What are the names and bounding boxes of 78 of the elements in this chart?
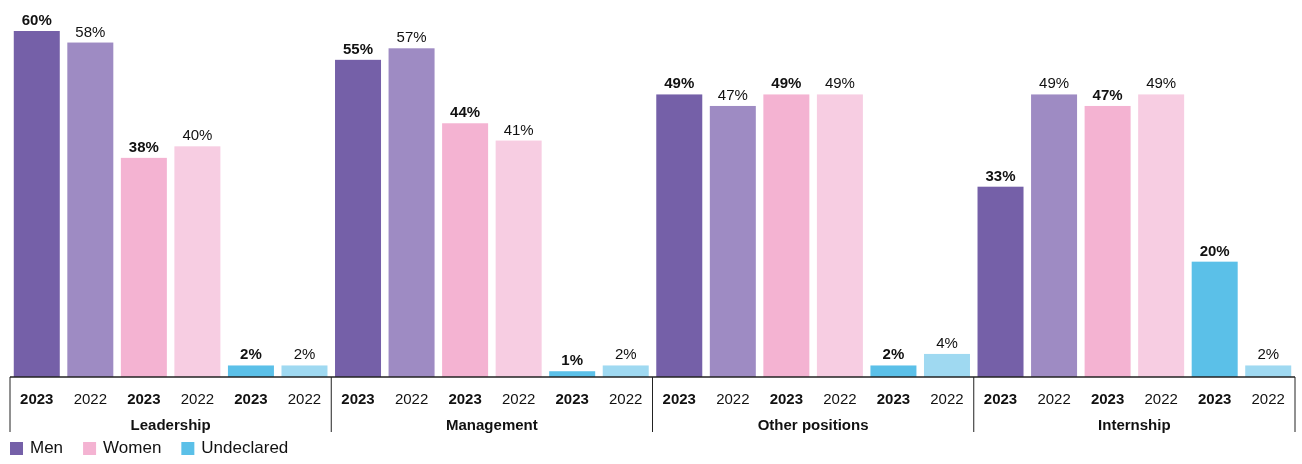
bar — [816, 94, 863, 377]
data-label: 2% — [882, 345, 905, 363]
x-tick-label: 2022 — [287, 390, 322, 407]
data-label: 20% — [1199, 241, 1230, 259]
data-label: 2% — [240, 345, 262, 363]
x-tick-label: 2023 — [448, 390, 482, 407]
legend-label: Women — [103, 438, 162, 457]
bar — [120, 157, 167, 377]
data-label: 57% — [396, 28, 427, 46]
x-tick-label: 2022 — [609, 390, 643, 407]
data-label: 44% — [450, 103, 481, 121]
data-label: 2% — [293, 345, 316, 363]
data-label: 33% — [985, 166, 1016, 184]
bar — [227, 365, 274, 377]
data-label: 47% — [1092, 85, 1123, 103]
x-tick-label: 2023 — [555, 390, 589, 407]
bar — [67, 42, 114, 377]
bar — [1031, 94, 1078, 377]
legend-label: Men — [30, 438, 64, 457]
x-tick-label: 2022 — [73, 390, 107, 407]
bar — [977, 186, 1024, 377]
bar — [281, 365, 328, 377]
x-tick-label: 2023 — [127, 390, 161, 407]
data-label: 49% — [664, 74, 695, 92]
x-tick-label: 2023 — [1090, 390, 1125, 407]
x-tick-label: 2022 — [716, 390, 750, 407]
x-tick-label: 2023 — [876, 390, 911, 407]
bar — [709, 105, 756, 377]
bar — [656, 94, 703, 377]
bar — [335, 59, 382, 377]
bar — [763, 94, 810, 377]
x-tick-label: 2022 — [180, 390, 215, 407]
x-tick-label: 2022 — [823, 390, 857, 407]
data-label: 38% — [128, 137, 159, 155]
data-label: 4% — [936, 333, 958, 351]
x-tick-label: 2023 — [20, 390, 54, 407]
data-label: 49% — [771, 74, 802, 92]
data-label: 58% — [75, 22, 106, 40]
bar — [923, 353, 970, 377]
data-label: 49% — [824, 74, 855, 92]
x-tick-label: 2023 — [662, 390, 696, 407]
data-label: 41% — [503, 120, 534, 138]
bar — [1191, 261, 1238, 377]
data-label: 55% — [343, 39, 374, 57]
x-tick-label: 2022 — [1251, 390, 1285, 407]
x-tick-label: 2023 — [234, 390, 268, 407]
text: Leadership — [130, 416, 211, 433]
x-tick-label: 2023 — [769, 390, 804, 407]
data-label: 47% — [717, 85, 748, 103]
data-label: 49% — [1039, 74, 1070, 92]
data-label: 49% — [1146, 74, 1177, 92]
data-label: 2% — [614, 345, 637, 363]
bar — [495, 140, 542, 377]
x-tick-label: 2022 — [1037, 390, 1071, 407]
x-tick-label: 2022 — [1144, 390, 1178, 407]
legend-label: Undeclared — [201, 438, 289, 457]
x-tick-label: 2022 — [930, 390, 964, 407]
bar — [602, 365, 649, 377]
bar — [870, 365, 917, 377]
bar — [1084, 105, 1131, 377]
text: Internship — [1098, 416, 1171, 433]
text: Management — [446, 416, 538, 433]
x-tick-label: 2022 — [501, 390, 536, 407]
text: Other positions — [757, 416, 869, 433]
bar — [388, 48, 435, 377]
bar — [442, 123, 489, 377]
bar — [1138, 94, 1185, 377]
bar — [174, 146, 221, 377]
x-tick-label: 2023 — [1198, 390, 1232, 407]
data-label: 1% — [561, 351, 584, 369]
bar — [1245, 365, 1292, 377]
bar — [13, 31, 60, 377]
x-tick-label: 2023 — [983, 390, 1018, 407]
data-label: 40% — [182, 126, 213, 144]
data-label: 2% — [1257, 345, 1280, 363]
x-tick-label: 2023 — [341, 390, 375, 407]
data-label: 60% — [21, 11, 52, 28]
x-tick-label: 2022 — [394, 390, 429, 407]
